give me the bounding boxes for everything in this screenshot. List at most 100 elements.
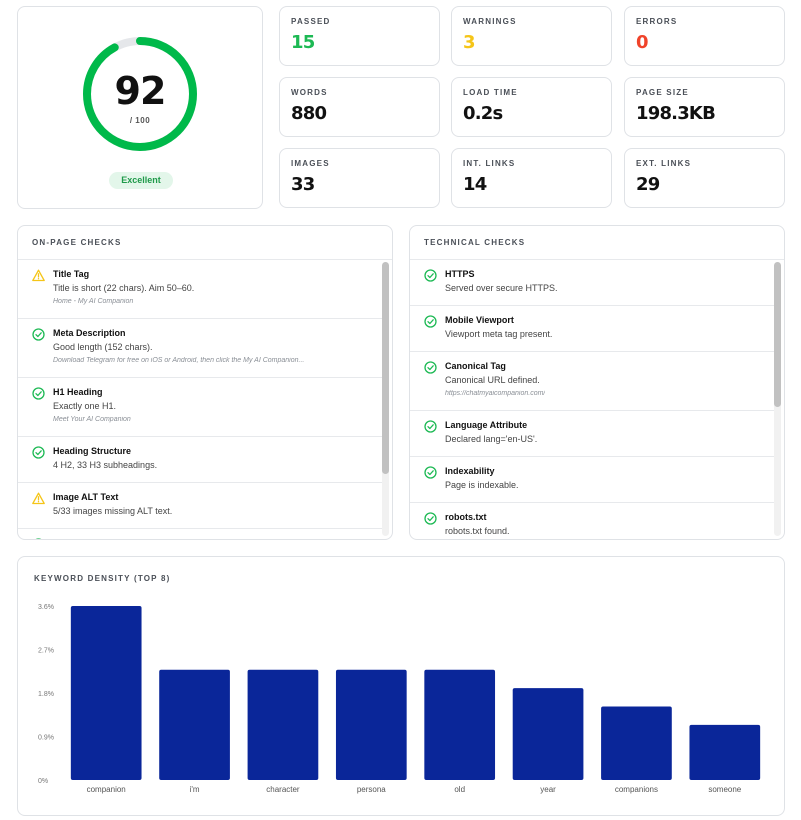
bar-character [247,669,319,780]
check-description: Page is indexable. [445,480,519,490]
stat-label: PASSED [291,17,331,26]
check-description: Viewport meta tag present. [445,329,553,339]
check-title: Language Attribute [445,420,528,430]
bar-companion [70,606,142,780]
check-circle-icon [424,466,437,479]
onpage-checks-list[interactable]: Title Tag Title is short (22 chars). Aim … [18,260,382,539]
check-item: Language Attribute Declared lang='en-US'. [410,411,774,457]
bar-im [159,669,230,780]
check-circle-icon [424,269,437,282]
x-tick-label: old [454,785,465,794]
score-badge: Excellent [109,172,173,189]
check-description: robots.txt found. [445,526,510,536]
x-tick-label: companions [615,785,658,794]
check-description: Declared lang='en-US'. [445,434,538,444]
stat-value: 14 [463,174,487,195]
check-item: HTTPS Served over secure HTTPS. [410,260,774,306]
scrollbar-thumb[interactable] [774,262,781,407]
bar-old [424,669,496,780]
chart-title: KEYWORD DENSITY (TOP 8) [34,574,171,583]
stat-int-links: INT. LINKS 14 [451,148,612,208]
stat-ext-links: EXT. LINKS 29 [624,148,785,208]
check-circle-icon [424,512,437,525]
check-description: Exactly one H1. [53,401,117,411]
stat-label: WARNINGS [463,17,517,26]
technical-checks-list[interactable]: HTTPS Served over secure HTTPS. Mobile Vie… [410,260,774,539]
onpage-checks-panel: ON-PAGE CHECKS Title Tag Title is short (… [17,225,393,540]
check-detail: https://chatmyaicompanion.com/ [445,390,546,397]
check-item: Indexability Page is indexable. [410,457,774,503]
stat-label: LOAD TIME [463,88,518,97]
y-tick-label: 3.6% [38,604,54,611]
panel-title: TECHNICAL CHECKS [424,238,526,247]
stat-errors: ERRORS 0 [624,6,785,66]
bar-persona [335,669,407,780]
check-item: Title Tag Title is short (22 chars). Aim … [18,260,382,319]
check-title: Meta Description [53,328,126,338]
x-tick-label: someone [708,785,741,794]
y-tick-label: 1.8% [38,691,54,698]
scrollbar-thumb[interactable] [382,262,389,474]
score-max: / 100 [129,116,151,125]
check-description: Good length (152 chars). [53,342,153,352]
check-title: Heading Structure [53,446,132,456]
check-circle-icon [32,446,45,459]
stat-label: EXT. LINKS [636,159,692,168]
check-circle-icon [35,538,42,539]
check-item [18,529,382,539]
check-item: Mobile Viewport Viewport meta tag present… [410,306,774,352]
scrollbar[interactable] [382,262,389,536]
stat-page-size: PAGE SIZE 198.3KB [624,77,785,137]
x-tick-label: year [540,785,556,794]
stat-warnings: WARNINGS 3 [451,6,612,66]
score-value: 92 [114,69,167,113]
check-title: Canonical Tag [445,361,506,371]
bar-companions [601,706,672,780]
divider [410,259,784,260]
check-item: H1 Heading Exactly one H1. Meet Your AI Co… [18,378,382,437]
x-tick-label: i'm [190,785,200,794]
score-ring [83,37,197,151]
check-detail: Meet Your AI Companion [53,416,131,423]
warning-icon [32,269,45,282]
stat-label: PAGE SIZE [636,88,689,97]
bar-year [512,688,584,780]
check-item: Image ALT Text 5/33 images missing ALT te… [18,483,382,529]
x-tick-label: character [266,785,300,794]
stat-value: 0.2s [463,103,503,124]
panel-title: ON-PAGE CHECKS [32,238,122,247]
check-title: HTTPS [445,269,475,279]
check-title: Indexability [445,466,495,476]
check-detail: Download Telegram for free on iOS or And… [53,357,305,364]
check-circle-icon [424,361,437,374]
stat-value: 29 [636,174,660,195]
check-description: Title is short (22 chars). Aim 50–60. [53,283,195,293]
stat-load-time: LOAD TIME 0.2s [451,77,612,137]
stat-label: ERRORS [636,17,678,26]
stat-label: INT. LINKS [463,159,516,168]
stat-value: 198.3KB [636,103,716,124]
stat-value: 33 [291,174,315,195]
y-tick-label: 2.7% [38,648,54,655]
stat-value: 15 [291,32,315,53]
stat-label: WORDS [291,88,328,97]
check-title: robots.txt [445,512,487,522]
check-item: Canonical Tag Canonical URL defined. https… [410,352,774,411]
y-tick-label: 0.9% [38,735,54,742]
check-description: 4 H2, 33 H3 subheadings. [53,460,158,470]
x-tick-label: companion [87,785,126,794]
check-circle-icon [424,315,437,328]
scrollbar[interactable] [774,262,781,536]
check-title: Title Tag [53,269,90,279]
x-tick-label: persona [357,785,386,794]
technical-checks-panel: TECHNICAL CHECKS HTTPS Served over secure… [409,225,785,540]
bar-someone [689,724,761,780]
check-description: 5/33 images missing ALT text. [53,506,173,516]
stat-label: IMAGES [291,159,330,168]
check-description: Canonical URL defined. [445,375,540,385]
check-title: H1 Heading [53,387,103,397]
y-tick-label: 0% [38,778,48,785]
stat-images: IMAGES 33 [279,148,440,208]
check-title: Image ALT Text [53,492,119,502]
score-card: 92 / 100 Excellent [17,6,263,209]
